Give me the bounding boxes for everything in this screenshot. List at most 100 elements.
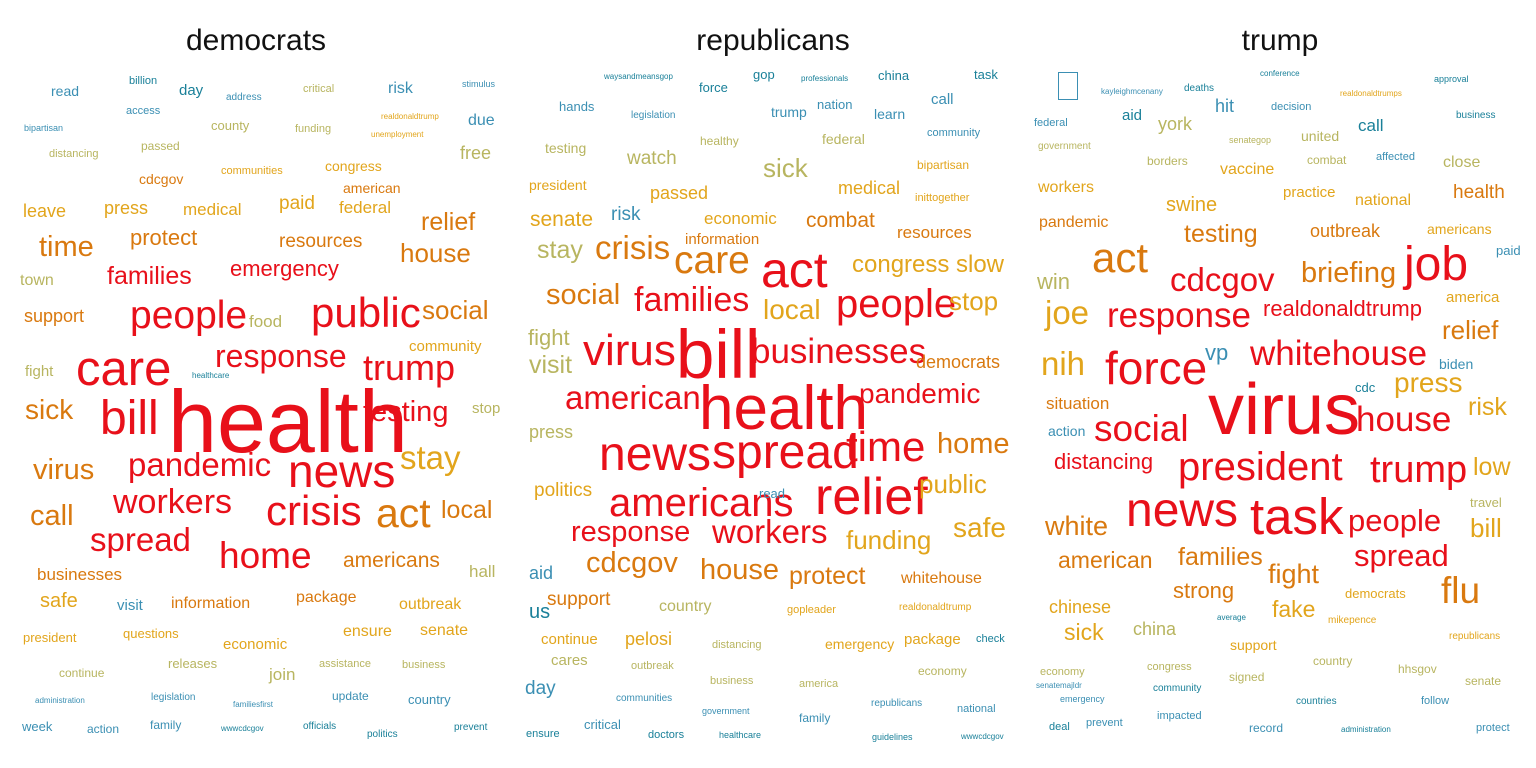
word-government: government [1038, 141, 1091, 152]
word-bipartisan: bipartisan [24, 123, 64, 133]
word-waysandmeansgop: waysandmeansgop [604, 72, 673, 81]
word-stop: stop [949, 286, 999, 316]
chart-title: republicans [696, 24, 850, 57]
word-federal: federal [822, 131, 865, 147]
word-bipartisan: bipartisan [917, 158, 970, 172]
word-response: response [571, 516, 691, 548]
word-stop: stop [472, 400, 501, 417]
word-learn: learn [874, 106, 906, 122]
word-workers: workers [712, 513, 828, 550]
word-health: health [699, 374, 868, 443]
word-day: day [525, 678, 556, 699]
word-swine: swine [1166, 194, 1218, 216]
word-trump: trump [771, 104, 807, 120]
chart-title: democrats [185, 24, 327, 57]
word-slow: slow [956, 251, 1005, 278]
word-healthcare: healthcare [719, 730, 762, 740]
word-follow: follow [1421, 695, 1450, 707]
word-wwwcdcgov: wwwcdcgov [221, 724, 264, 733]
word-support: support [1230, 637, 1277, 653]
word-aid: aid [1122, 107, 1143, 124]
word-communities: communities [616, 693, 673, 704]
word-briefing: briefing [1301, 257, 1397, 289]
word-pandemic: pandemic [859, 378, 981, 409]
word-economy: economy [918, 664, 967, 678]
word-congress: congress [852, 251, 950, 278]
word-approval: approval [1434, 74, 1469, 84]
word-social: social [422, 295, 489, 325]
word-questions: questions [123, 626, 179, 641]
word-relief: relief [421, 208, 476, 236]
word-cdcgov: cdcgov [139, 171, 184, 187]
word-stay: stay [400, 439, 461, 476]
word-united: united [1301, 128, 1340, 144]
word-response: response [1107, 296, 1251, 335]
word-food: food [249, 312, 283, 331]
word-task: task [974, 67, 998, 82]
word-outbreak: outbreak [1310, 221, 1381, 241]
word-country: country [659, 598, 712, 615]
word-pandemic: pandemic [1039, 214, 1109, 231]
word-join: join [269, 665, 296, 684]
word-china: china [878, 68, 910, 83]
word-response: response [215, 338, 347, 374]
word-house: house [400, 238, 471, 268]
word-federal: federal [1034, 117, 1068, 129]
word-politics: politics [367, 729, 398, 740]
word-social: social [546, 279, 621, 311]
word-emergency: emergency [230, 256, 339, 281]
word-cdcgov: cdcgov [586, 547, 678, 579]
word-bill: bill [1470, 513, 1502, 543]
word-family: family [150, 718, 182, 732]
word-people: people [836, 282, 957, 326]
word-win: win [1037, 269, 1071, 294]
word-county: county [211, 118, 250, 133]
word-strong: strong [1173, 578, 1235, 603]
word-administration: administration [1341, 725, 1391, 734]
word-support: support [24, 306, 85, 326]
word-country: country [1313, 654, 1353, 668]
word-stimulus: stimulus [462, 79, 496, 89]
word-countries: countries [1296, 696, 1337, 707]
word-act: act [761, 242, 828, 298]
word-critical: critical [303, 83, 335, 95]
word-visit: visit [117, 597, 143, 614]
word-low: low [1473, 453, 1511, 481]
unrendered-glyph-box [1058, 72, 1078, 100]
word-news: news [599, 428, 712, 481]
word-package: package [296, 589, 357, 606]
word-signed: signed [1229, 670, 1265, 684]
word-local: local [441, 496, 493, 524]
word-deal: deal [1049, 721, 1070, 733]
word-congress: congress [325, 158, 382, 174]
word-funding: funding [846, 525, 932, 555]
word-economic: economic [704, 209, 777, 228]
word-biden: biden [1439, 356, 1474, 372]
word-billion: billion [129, 75, 158, 87]
word-healthy: healthy [700, 134, 739, 148]
word-professionals: professionals [801, 74, 849, 83]
word-travel: travel [1470, 495, 1502, 510]
word-officials: officials [303, 721, 337, 732]
word-ensure: ensure [526, 728, 560, 740]
word-leave: leave [23, 201, 67, 221]
word-day: day [179, 82, 204, 99]
word-testing: testing [363, 396, 449, 428]
word-passed: passed [650, 183, 709, 203]
word-read: read [51, 83, 80, 99]
word-watch: watch [627, 148, 677, 169]
word-chinese: chinese [1049, 597, 1112, 617]
word-workers: workers [113, 483, 233, 521]
word-hall: hall [469, 562, 496, 581]
word-combat: combat [1307, 153, 1347, 167]
word-workers: workers [1038, 179, 1095, 196]
word-americans: americans [609, 481, 794, 525]
word-realdonaldtrump: realdonaldtrump [899, 602, 972, 613]
word-community: community [409, 338, 482, 355]
word-due: due [468, 112, 495, 129]
word-american: american [343, 180, 401, 196]
word-senatemajldr: senatemajldr [1036, 681, 1082, 690]
word-spread: spread [712, 426, 859, 479]
word-families: families [1178, 543, 1263, 571]
word-businesses: businesses [37, 565, 123, 584]
